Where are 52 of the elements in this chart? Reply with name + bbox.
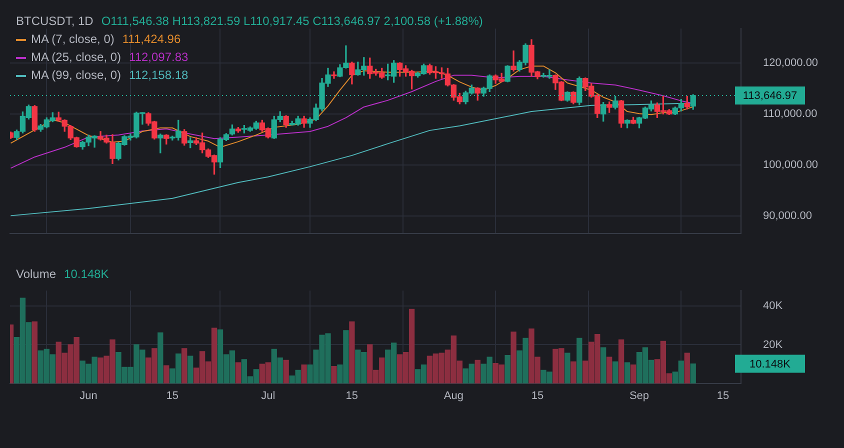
bar [684, 352, 690, 384]
legend-label: MA (25, close, 0) [31, 50, 122, 64]
x-tick-label: Sep [629, 390, 650, 402]
y-tick-label: 110,000.00 [763, 108, 818, 120]
x-tick-label: Jul [261, 390, 276, 402]
legend-label: MA (7, close, 0) [31, 32, 114, 46]
x-tick-label: 15 [716, 390, 730, 402]
y-tick-label: 40K [763, 300, 784, 312]
text: 10.148K [750, 358, 792, 370]
chart-title: Volume [16, 267, 56, 281]
annotation: 112,097.83 [129, 50, 188, 64]
legend-label: MA (99, close, 0) [31, 68, 122, 82]
bar [570, 361, 576, 384]
candlestick [510, 50, 516, 72]
bar [504, 355, 510, 384]
y-tick-label: 20K [763, 338, 784, 351]
bar [510, 332, 516, 384]
bar [187, 356, 194, 384]
x-tick-label: 15 [166, 390, 178, 402]
bar [301, 364, 307, 384]
x-tick-label: Jun [80, 390, 98, 402]
bar [474, 360, 480, 384]
y-tick-label: 100,000.00 [763, 159, 818, 172]
bar [349, 321, 355, 384]
bar [630, 364, 636, 384]
y-tick-label: 90,000.00 [763, 210, 812, 222]
bar [158, 332, 164, 384]
candlestick [331, 71, 337, 79]
chart-subtitle: O111,546.38 H113,821.59 L110,917.45 C113,646.97 2,100.58 (+1.88%) [101, 14, 483, 28]
x-tick-label: 15 [531, 390, 544, 402]
annotation: 111,424.96 [122, 32, 181, 46]
chart-title: BTCUSDT, 1D [16, 14, 94, 28]
annotation: 112,158.18 [129, 68, 188, 82]
bar [164, 365, 170, 384]
bar [32, 321, 38, 384]
ref-line-label: 113,646.97 [742, 90, 798, 102]
bar [331, 366, 337, 384]
bar [182, 348, 188, 384]
text: 10.148K [64, 267, 109, 281]
bar [576, 338, 582, 384]
bar [564, 352, 570, 384]
bar [235, 362, 242, 384]
x-tick-label: Aug [444, 390, 464, 402]
y-tick-label: 120,000.00 [763, 57, 818, 70]
x-tick-label: 15 [346, 390, 358, 402]
bar [690, 363, 696, 384]
bar [612, 361, 618, 384]
bar [283, 360, 289, 384]
bar [600, 347, 606, 384]
bar [618, 339, 624, 384]
bar [624, 362, 630, 384]
bar [606, 356, 612, 384]
